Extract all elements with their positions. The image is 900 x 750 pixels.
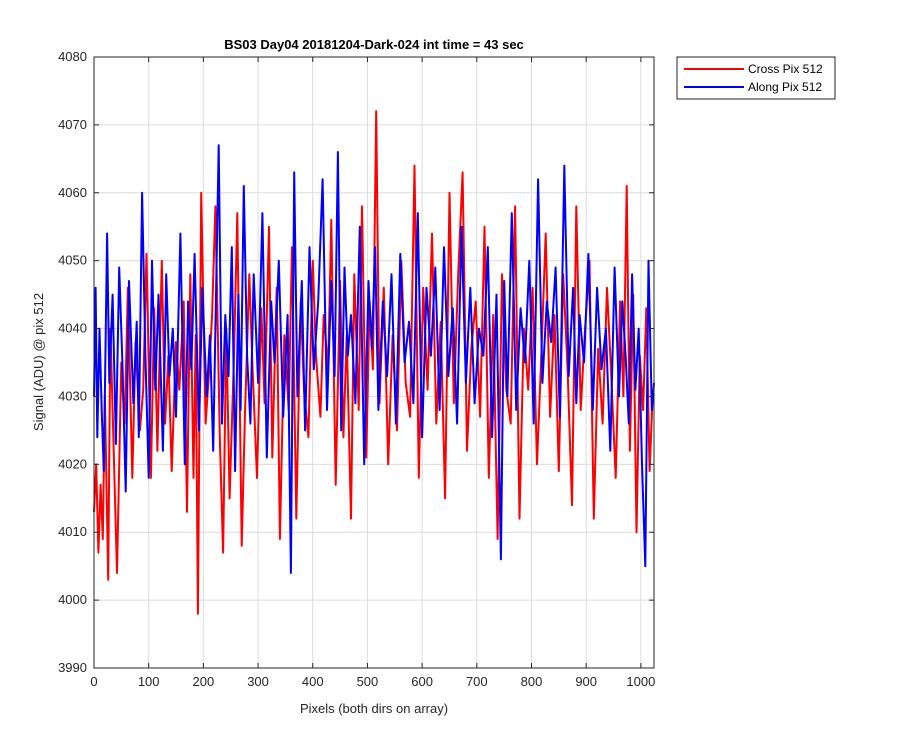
- x-axis-label: Pixels (both dirs on array): [300, 701, 448, 716]
- series-layer: [93, 110, 655, 615]
- x-tick-label: 900: [575, 674, 597, 689]
- y-tick-label: 4030: [58, 388, 87, 403]
- y-tick-label: 4060: [58, 185, 87, 200]
- legend-box: [676, 56, 836, 100]
- y-tick-label: 4040: [58, 321, 87, 336]
- legend-label-cross: Cross Pix 512: [748, 62, 823, 76]
- x-tick-label: 1000: [626, 674, 655, 689]
- x-tick-label: 700: [466, 674, 488, 689]
- y-tick-label: 4080: [58, 49, 87, 64]
- plot-border: [93, 56, 655, 669]
- y-tick-label: 4070: [58, 117, 87, 132]
- x-tick-label: 400: [302, 674, 324, 689]
- legend-label-along: Along Pix 512: [748, 80, 822, 94]
- x-tick-label: 600: [411, 674, 433, 689]
- y-tick-label: 4010: [58, 524, 87, 539]
- legend: Cross Pix 512 Along Pix 512: [676, 56, 836, 100]
- x-tick-label: 500: [357, 674, 379, 689]
- x-tick-label: 300: [247, 674, 269, 689]
- y-axis-label: Signal (ADU) @ pix 512: [31, 293, 46, 431]
- y-tick-label: 3990: [58, 660, 87, 675]
- y-tick-label: 4000: [58, 592, 87, 607]
- y-tick-label: 4020: [58, 456, 87, 471]
- x-tick-label: 800: [521, 674, 543, 689]
- chart-title: BS03 Day04 20181204-Dark-024 int time = …: [224, 37, 524, 52]
- x-tick-label: 200: [193, 674, 215, 689]
- x-tick-label: 100: [138, 674, 160, 689]
- y-tick-label: 4050: [58, 253, 87, 268]
- ticks: 0 100 200 300 400 500 600 700 800 900 1000 3990 4000…: [58, 49, 655, 689]
- series-line-cross-pix-512: [93, 110, 654, 615]
- series-line-along-pix-512: [93, 144, 655, 574]
- x-tick-label: 0: [90, 674, 97, 689]
